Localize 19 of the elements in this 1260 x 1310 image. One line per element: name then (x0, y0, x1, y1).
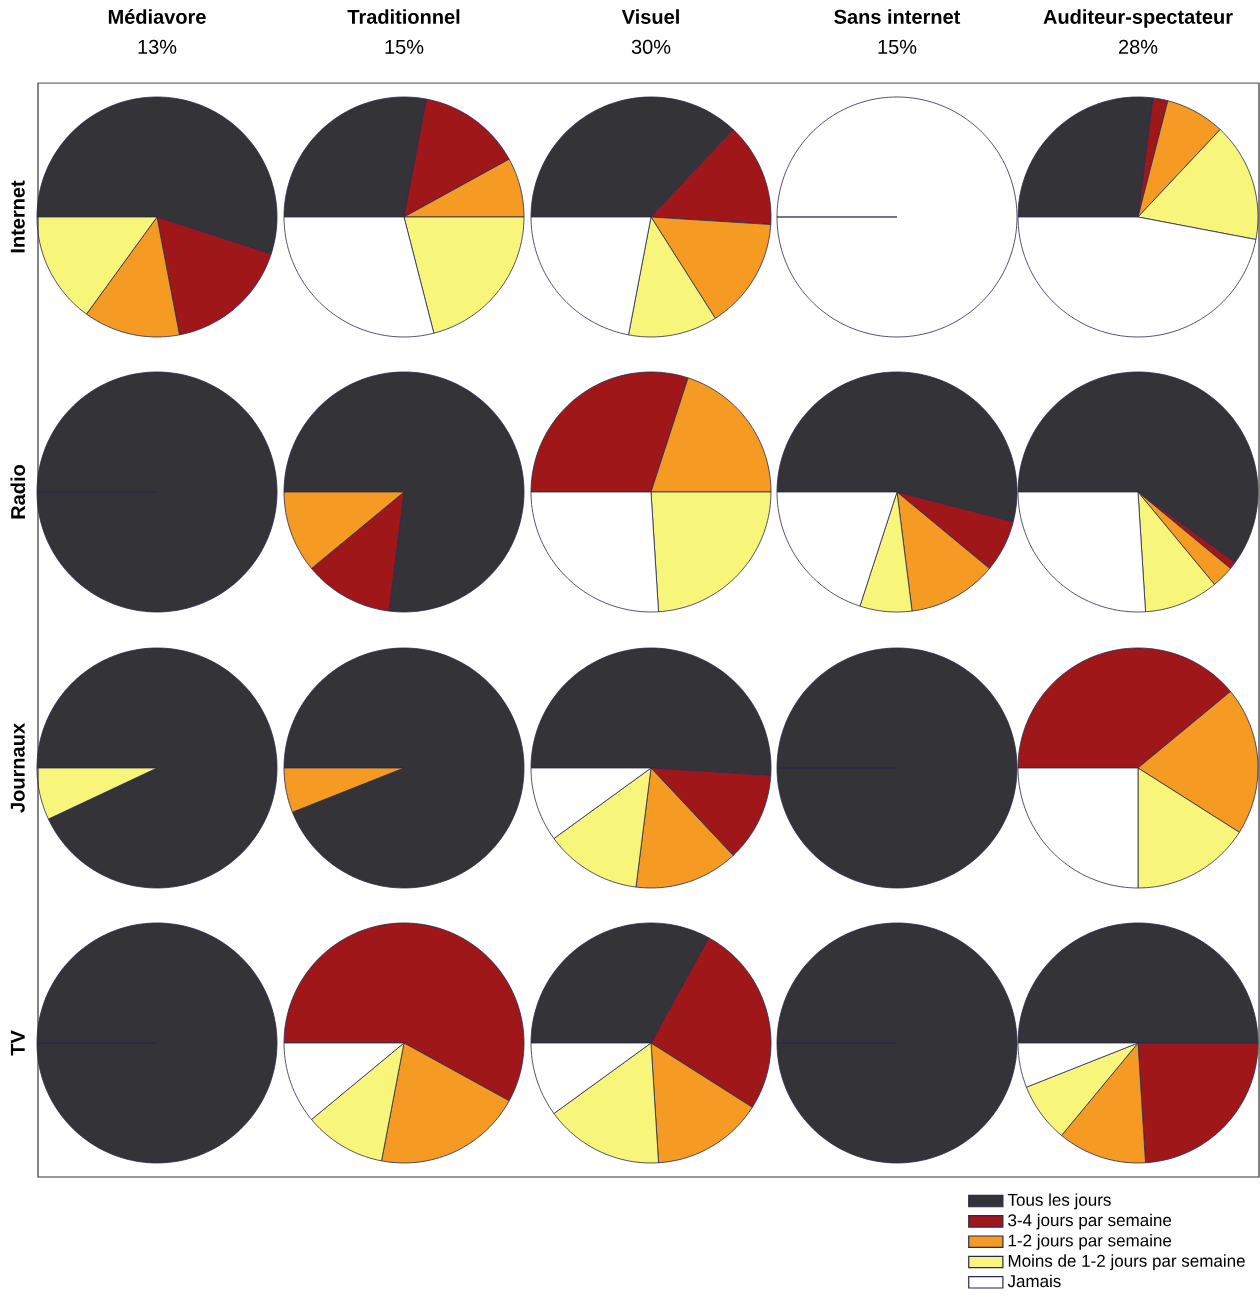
legend-label: Tous les jours (1007, 1193, 1111, 1210)
chart-title: Traditionnel (347, 9, 460, 24)
chart-title: Auditeur-spectateur (1043, 9, 1233, 28)
chart-title: Sans internet (834, 9, 961, 24)
chart-subtitle: 28% (1119, 39, 1158, 54)
legend-label: Moins de 1-2 jours par semaine (1008, 1254, 1245, 1271)
legend-label: 3-4 jours par semaine (1008, 1213, 1172, 1230)
text: TV (10, 1030, 25, 1056)
chart-title: Visuel (621, 9, 679, 24)
chart-subtitle: 15% (878, 39, 917, 54)
legend-label: 1-2 jours par semaine (1008, 1234, 1172, 1250)
text: Internet (10, 180, 25, 253)
text: Radio (10, 464, 26, 519)
chart-subtitle: 15% (385, 39, 424, 54)
chart-title: Médiavore (108, 9, 206, 24)
text: Journaux (10, 723, 25, 813)
chart-subtitle: 30% (631, 39, 671, 54)
legend-label: Jamais (1007, 1274, 1061, 1288)
chart-subtitle: 13% (138, 39, 177, 54)
